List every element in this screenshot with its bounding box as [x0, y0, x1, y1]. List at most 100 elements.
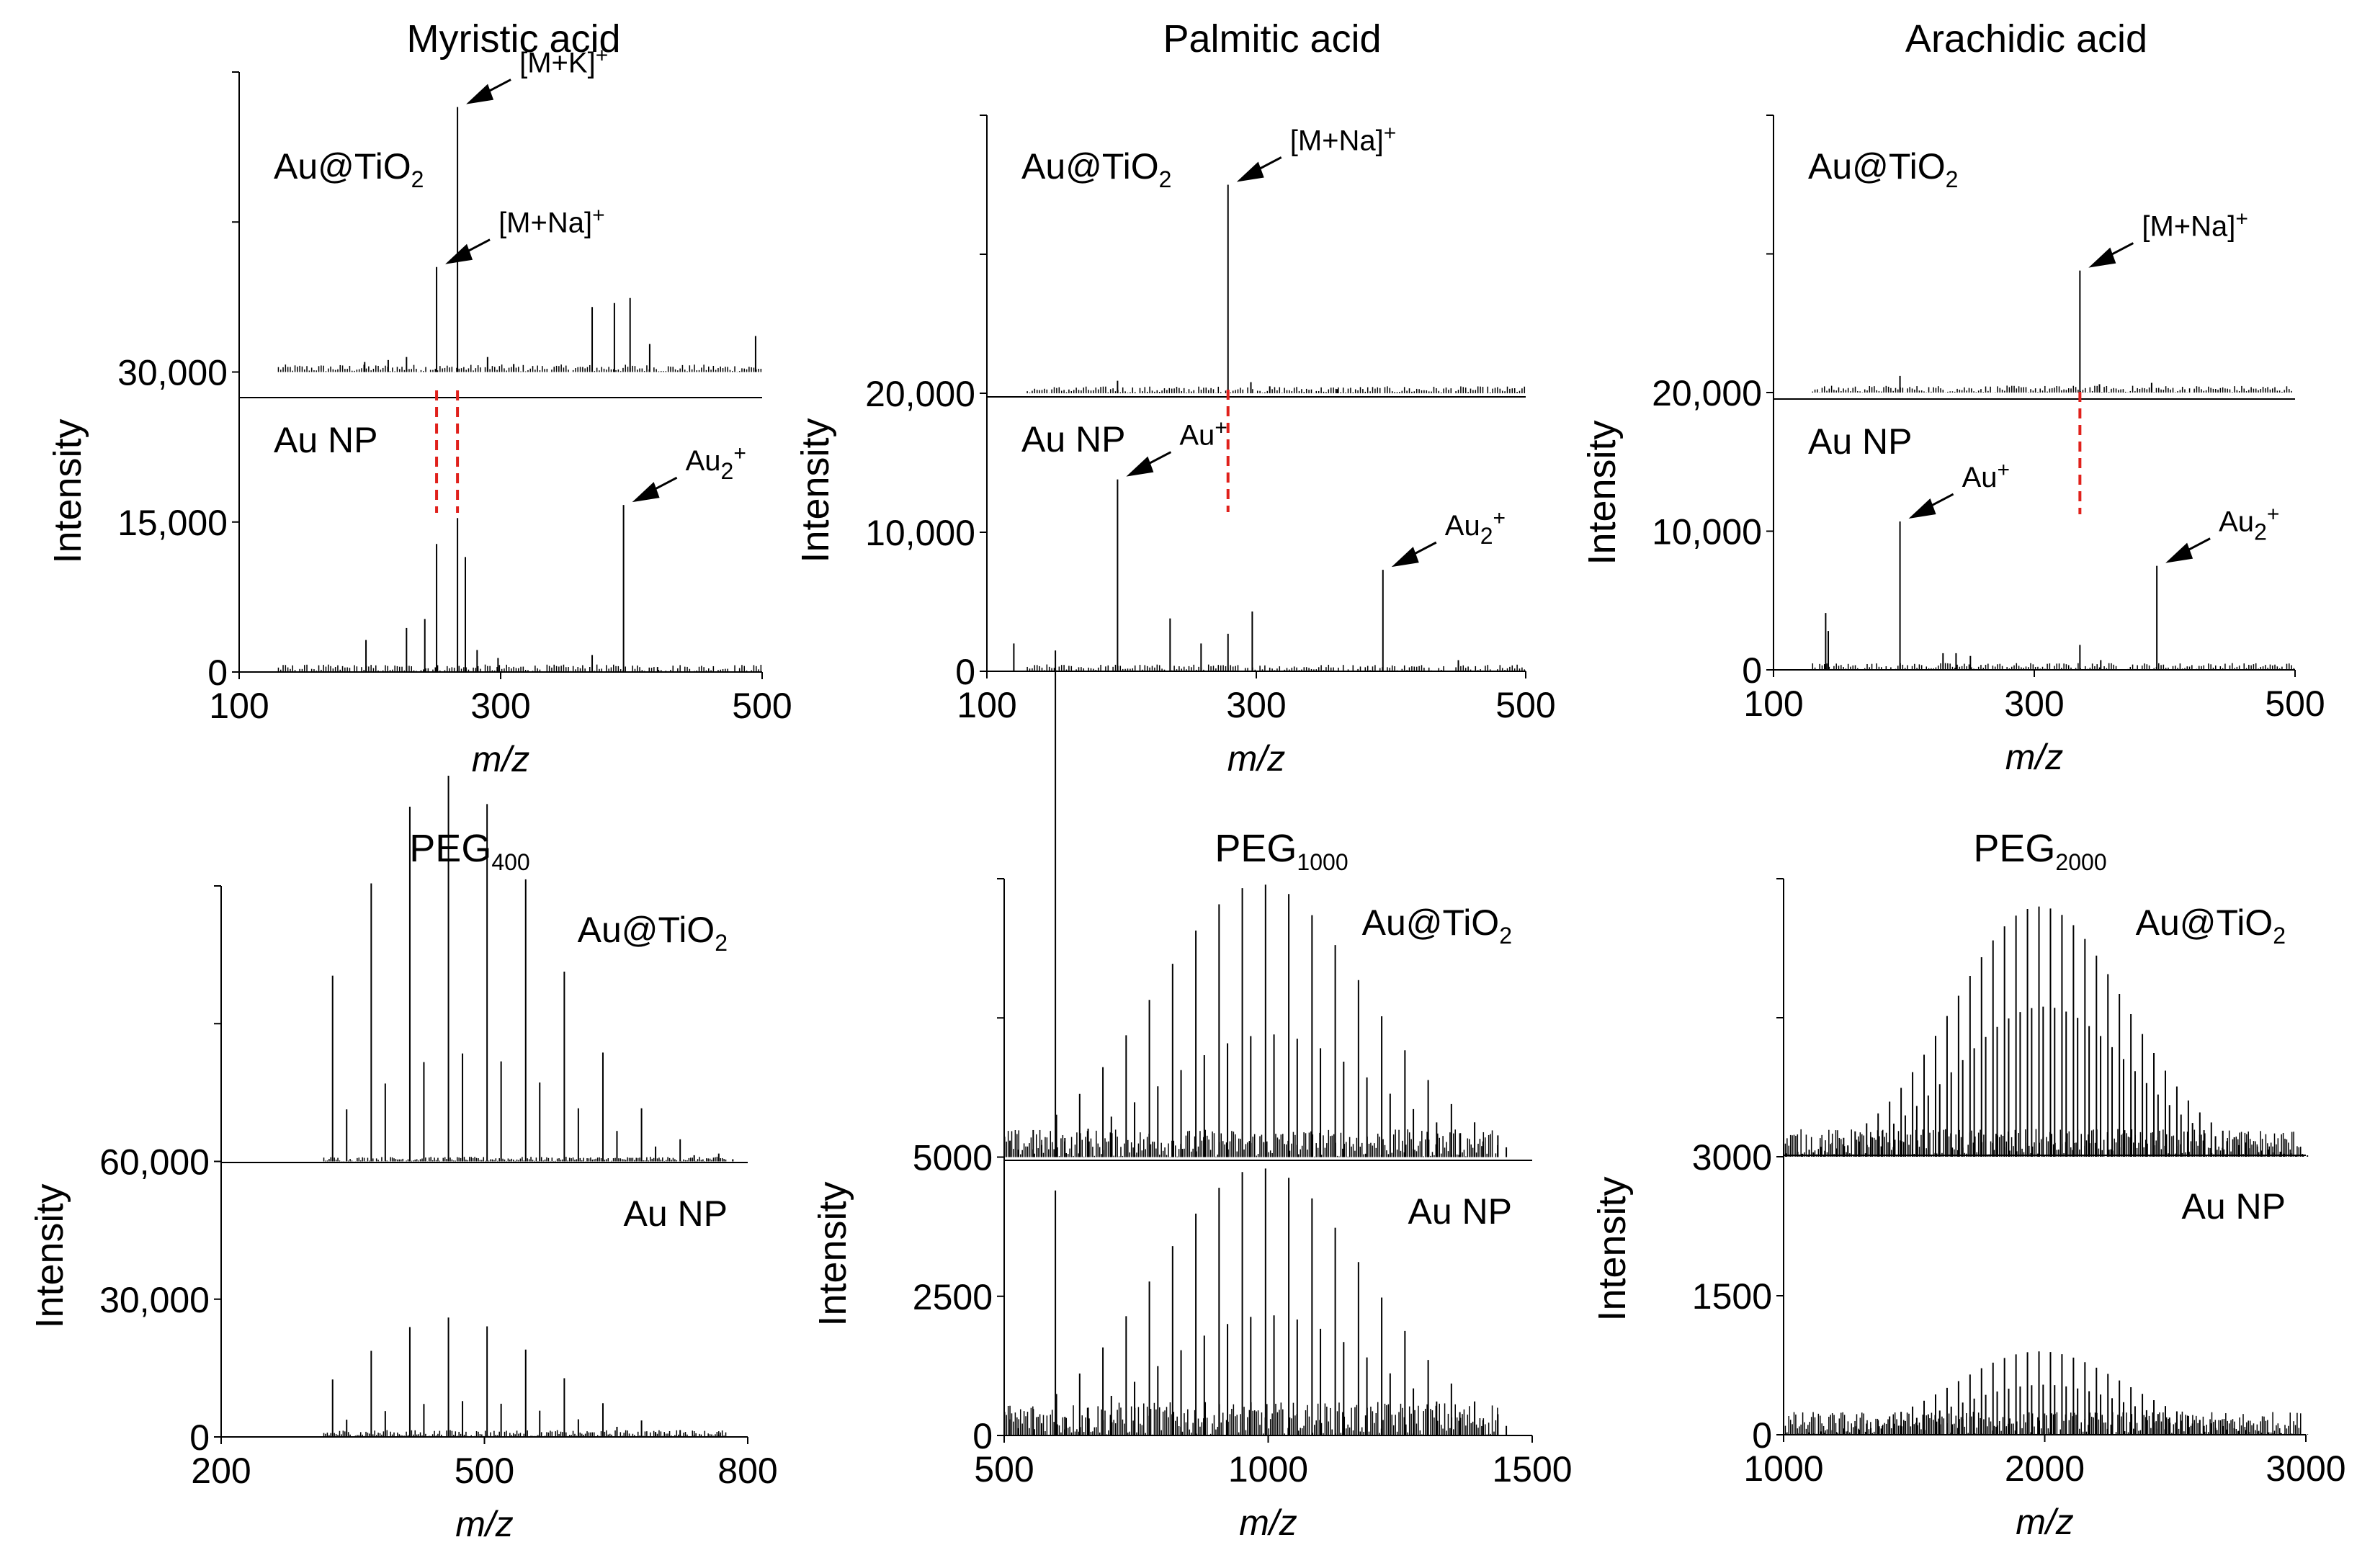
y-tick-label-text: 10,000 — [865, 513, 975, 553]
x-tick-label: 3000 — [2266, 1448, 2345, 1489]
annotation-label: Au+ — [1962, 458, 2010, 493]
series-label-lower-text: Au NP — [1021, 419, 1126, 460]
x-tick-label: 500 — [732, 686, 792, 726]
annotation-subscript: 2 — [1480, 523, 1493, 549]
y-tick-label: 5000 — [913, 1138, 993, 1178]
series-au-tio2 — [1812, 270, 2295, 393]
x-tick-label: 100 — [209, 686, 269, 726]
chart-panel-4: PEG400 0 30,000 60,000 200 500 800 Intensity m/z… — [28, 776, 778, 1544]
series-label-lower: Au NP — [1408, 1191, 1512, 1232]
arrowhead-icon — [445, 243, 473, 264]
y-tick-label: 10,000 — [1652, 512, 1762, 552]
x-tick-label-text: 1000 — [1743, 1448, 1823, 1489]
series-label-lower: Au NP — [1021, 419, 1126, 460]
peak-annotation: [M+K]+ — [466, 44, 608, 104]
series-label-upper-text: Au@TiO — [2136, 902, 2273, 943]
series-au-np — [1812, 521, 2295, 670]
annotation-superscript: + — [1215, 416, 1227, 440]
chart-title: Myristic acid — [406, 17, 620, 61]
series-label-lower-text: Au NP — [623, 1193, 728, 1234]
x-tick-label: 100 — [1743, 684, 1803, 724]
chart-panel-3: Arachidic acid 0 10,000 20,000 100 300 500 Inte… — [1580, 17, 2325, 777]
x-tick-label-text: 500 — [1495, 685, 1555, 725]
annotation-label: Au+ — [1179, 416, 1227, 452]
annotation-label: [M+K]+ — [519, 44, 608, 79]
series-label-upper: Au@TiO2 — [274, 146, 424, 192]
x-tick-label: 100 — [957, 685, 1016, 725]
annotation-label-text: [M+K] — [519, 48, 596, 79]
x-tick-label-text: 500 — [732, 686, 792, 726]
series-label-upper-subscript: 2 — [411, 166, 424, 192]
series-label-lower: Au NP — [2181, 1186, 2286, 1227]
peak-annotation: [M+Na]+ — [445, 204, 605, 264]
y-axis-label: Intensity — [28, 1183, 71, 1328]
x-axis-label: m/z — [1239, 1502, 1297, 1543]
series-label-lower-text: Au NP — [274, 420, 378, 460]
y-tick-label: 30,000 — [99, 1280, 210, 1320]
y-axis-label: Intensity — [1580, 420, 1624, 565]
x-tick-label-text: 300 — [470, 686, 530, 726]
y-tick-label-text: 0 — [1752, 1415, 1772, 1456]
chart-title-text: Myristic acid — [406, 17, 620, 61]
y-tick-label: 60,000 — [99, 1142, 210, 1183]
chart-title-text: PEG — [409, 827, 491, 870]
x-tick-label-text: 100 — [957, 685, 1016, 725]
x-axis-label-text: m/z — [2005, 737, 2064, 777]
peak-annotation: [M+Na]+ — [2088, 207, 2248, 268]
series-au-tio2 — [1027, 184, 1526, 393]
y-axis-label-text: Intensity — [28, 1183, 71, 1328]
annotation-subscript: 2 — [721, 458, 734, 484]
x-axis-label: m/z — [1227, 738, 1286, 779]
x-tick-label-text: 1500 — [1492, 1449, 1572, 1489]
series-label-upper-subscript: 2 — [2273, 923, 2286, 949]
series-label-upper-text: Au@TiO — [1021, 146, 1159, 187]
y-tick-label-text: 2500 — [913, 1277, 993, 1317]
y-tick-label-text: 0 — [1742, 650, 1762, 691]
series-label-upper: Au@TiO2 — [578, 910, 728, 956]
series-label-upper-text: Au@TiO — [578, 910, 715, 950]
x-tick-label-text: 300 — [1226, 685, 1286, 725]
x-tick-label: 500 — [1495, 685, 1555, 725]
series-label-upper-text: Au@TiO — [1362, 902, 1500, 943]
series-au-tio2 — [277, 107, 762, 372]
y-tick-label: 0 — [1742, 650, 1762, 691]
y-tick-label: 30,000 — [117, 353, 228, 393]
annotation-label-text: Au — [1445, 510, 1480, 542]
y-tick-label-text: 5000 — [913, 1138, 993, 1178]
series-au-tio2 — [1783, 906, 2309, 1157]
x-axis-label-text: m/z — [1239, 1502, 1297, 1543]
x-tick-label-text: 3000 — [2266, 1448, 2345, 1489]
y-tick-label-text: 0 — [189, 1417, 210, 1458]
x-tick-label-text: 500 — [455, 1451, 514, 1491]
y-tick-label: 0 — [1752, 1415, 1772, 1456]
x-tick-label: 800 — [717, 1451, 777, 1491]
y-tick-label: 0 — [955, 652, 975, 692]
arrowhead-icon — [466, 84, 494, 104]
y-tick-label-text: 10,000 — [1652, 512, 1762, 552]
y-axis-label-text: Intensity — [811, 1181, 854, 1326]
series-au-np — [1013, 479, 1526, 671]
y-tick-label-text: 30,000 — [117, 353, 228, 393]
y-tick-label: 1500 — [1692, 1276, 1772, 1317]
annotation-label: Au2+ — [1445, 506, 1506, 549]
x-axis-label: m/z — [2005, 737, 2064, 777]
y-axis-label-text: Intensity — [1591, 1176, 1634, 1321]
series-label-lower-text: Au NP — [1808, 421, 1913, 462]
peak-annotation: Au+ — [1908, 458, 2010, 519]
annotation-label: [M+Na]+ — [1290, 122, 1397, 157]
y-axis-label-text: Intensity — [46, 418, 89, 563]
series-label-upper: Au@TiO2 — [1362, 902, 1512, 949]
y-tick-label: 3000 — [1692, 1137, 1772, 1178]
x-tick-label-text: 800 — [717, 1451, 777, 1491]
x-tick-label: 1000 — [1743, 1448, 1823, 1489]
y-tick-label-text: 30,000 — [99, 1280, 210, 1320]
chart-panel-1: Myristic acid 0 15,000 30,000 100 300 500 Inten… — [46, 17, 792, 779]
annotation-label-text: Au — [2219, 506, 2254, 538]
series-label-upper-subscript: 2 — [1946, 166, 1959, 192]
y-tick-label: 15,000 — [117, 503, 228, 543]
y-axis-label: Intensity — [46, 418, 89, 563]
series-label-upper-subscript: 2 — [1499, 923, 1512, 949]
